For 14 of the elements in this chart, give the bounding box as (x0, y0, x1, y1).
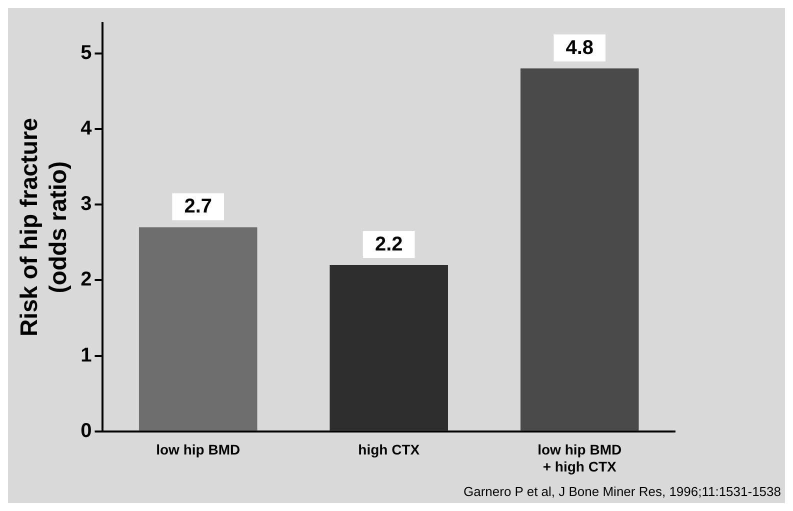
x-tick-label: low hip BMD + high CTX (538, 442, 622, 474)
y-axis-title: Risk of hip fracture (odds ratio) (16, 118, 72, 337)
data-label: 4.8 (566, 36, 594, 59)
data-label: 2.7 (184, 196, 212, 218)
y-tick-label: 3 (80, 193, 92, 216)
y-tick-label: 4 (80, 117, 93, 140)
x-tick-label: high CTX (358, 442, 420, 458)
text: Garnero P et al, J Bone Miner Res, 1996;11:1531-1538 (464, 484, 781, 500)
y-tick-label: 5 (80, 42, 92, 64)
y-tick-label: 0 (80, 420, 92, 442)
data-label: 2.2 (374, 234, 403, 256)
y-tick-label: 1 (80, 344, 92, 366)
y-tick-label: 2 (80, 268, 92, 291)
x-tick-label: low hip BMD (156, 442, 240, 458)
